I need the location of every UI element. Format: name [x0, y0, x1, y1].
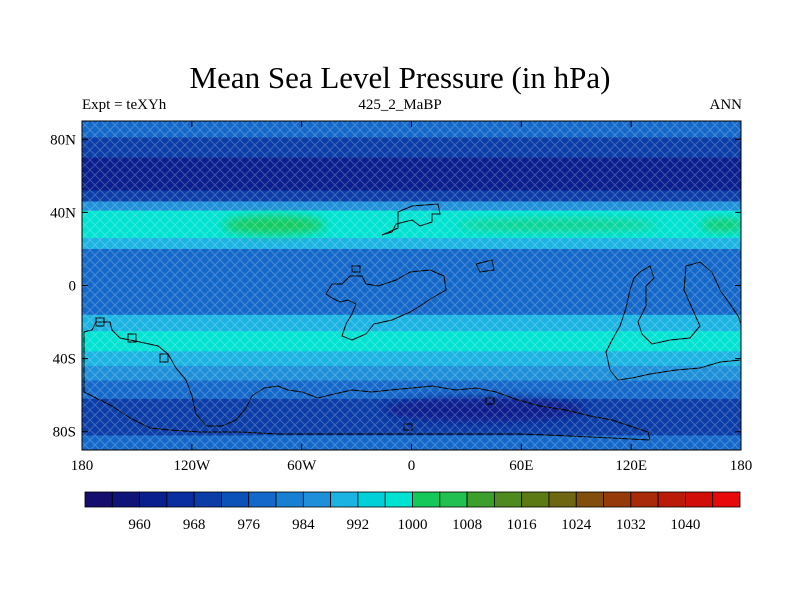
colorbar-swatch	[111, 491, 140, 508]
colorbar-label: 968	[183, 517, 206, 533]
colorbar-swatch	[630, 491, 659, 508]
colorbar-label: 1024	[561, 517, 592, 533]
lon-tick-label: 180	[71, 458, 94, 474]
lat-tick-label: 40N	[50, 205, 76, 221]
colorbar-label: 960	[128, 517, 151, 533]
colorbar-swatch	[493, 491, 523, 508]
colorbar-swatch	[603, 491, 632, 508]
colorbar-swatch	[248, 491, 277, 508]
colorbar-swatch	[466, 491, 495, 508]
colorbar-label: 1000	[398, 517, 428, 533]
subtitle-season: ANN	[709, 97, 743, 113]
colorbar-swatch	[275, 491, 304, 508]
colorbar-swatch	[221, 491, 250, 508]
subtitle-period: 425_2_MaBP	[358, 97, 442, 113]
map-axes: 80N 40N 0 40S 80S 180 120W 60W 0 60E 120E 180	[50, 121, 752, 474]
colorbar-swatch	[575, 491, 604, 508]
lon-tick-label: 120W	[173, 458, 211, 474]
colorbar-swatch	[548, 491, 577, 508]
colorbar-swatch	[657, 491, 686, 508]
lat-tick-label: 80S	[53, 425, 76, 441]
lon-tick-label: 120E	[615, 458, 647, 474]
colorbar-swatch	[685, 491, 714, 508]
colorbar-swatch	[166, 491, 195, 508]
colorbar-swatch	[330, 491, 359, 508]
hatching-overlay	[82, 121, 741, 450]
colorbar-swatch	[139, 491, 168, 508]
subtitle-experiment: Expt = teXYh	[82, 97, 167, 113]
lat-tick-label: 80N	[50, 132, 76, 148]
colorbar-swatch	[357, 491, 386, 508]
colorbar-label: 1008	[452, 517, 482, 533]
colorbar-swatch	[521, 491, 550, 508]
colorbar-label: 1016	[507, 517, 538, 533]
colorbar-swatch	[84, 491, 113, 508]
colorbar-label: 1040	[670, 517, 700, 533]
colorbar-swatch	[412, 491, 441, 508]
chart-title: Mean Sea Level Pressure (in hPa)	[189, 60, 611, 95]
colorbar-swatch	[193, 491, 222, 508]
pressure-map	[81, 120, 742, 451]
colorbar-swatch	[439, 491, 468, 508]
lat-tick-label: 40S	[53, 352, 76, 368]
colorbar-label: 992	[347, 517, 370, 533]
lat-tick-label: 0	[69, 279, 77, 295]
colorbar-label: 976	[238, 517, 261, 533]
lon-tick-label: 180	[730, 458, 753, 474]
colorbar-label: 1032	[616, 517, 646, 533]
colorbar-swatch	[384, 491, 413, 508]
lon-tick-label: 60W	[287, 458, 317, 474]
colorbar-swatch	[302, 491, 332, 508]
lon-tick-label: 0	[408, 458, 416, 474]
colorbar: 960 968 976 984 992 1000 1008 1016 1024 1032 1040	[84, 491, 741, 533]
colorbar-swatch	[712, 491, 741, 508]
lon-tick-label: 60E	[509, 458, 533, 474]
colorbar-label: 984	[292, 517, 315, 533]
